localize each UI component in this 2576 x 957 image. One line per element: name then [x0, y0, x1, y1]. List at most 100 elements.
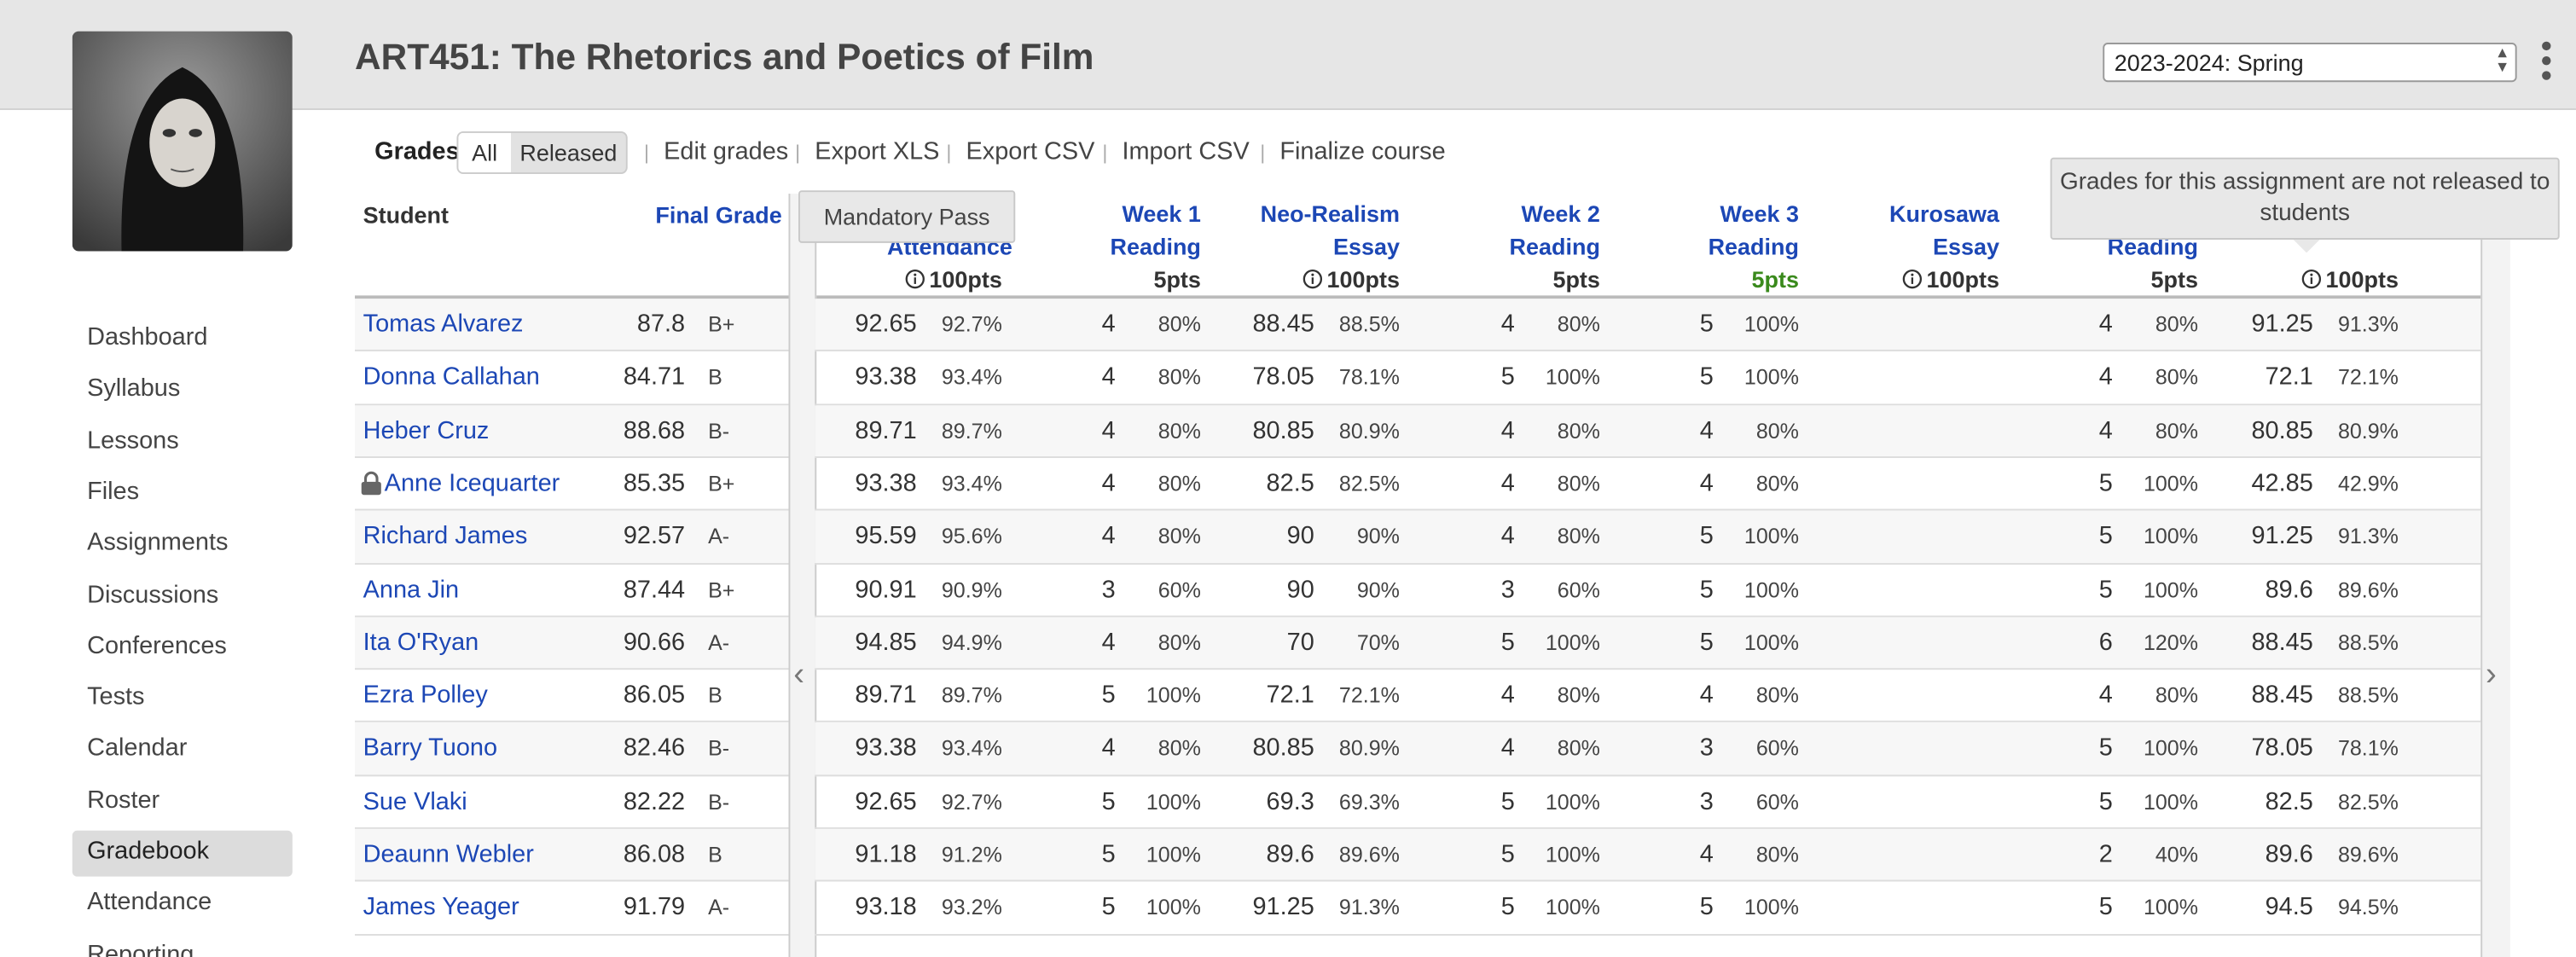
score[interactable]: 3 [1500, 575, 1515, 604]
toggle[interactable]: All Released [456, 130, 628, 174]
column-header[interactable]: Week 1 Reading 5pts [1020, 194, 1201, 295]
score[interactable]: 4 [1101, 469, 1116, 497]
score[interactable]: 5 [1500, 840, 1515, 869]
column-title[interactable]: Week 2 Reading [1509, 200, 1600, 260]
score[interactable]: 5 [1500, 628, 1515, 657]
score[interactable]: 92.65 [855, 310, 917, 339]
score[interactable]: 82.5 [2265, 787, 2313, 815]
score[interactable]: 93.18 [855, 893, 917, 922]
score[interactable]: 4 [1699, 469, 1714, 497]
score[interactable]: 3 [1699, 787, 1714, 815]
student-name[interactable]: James Yeager [363, 893, 519, 922]
scroll-right[interactable]: › [2486, 656, 2497, 693]
score[interactable]: 93.38 [855, 734, 917, 763]
nav-item[interactable]: Attendance [87, 888, 212, 917]
toggle-option[interactable]: Released [519, 139, 618, 166]
column-title[interactable]: Kurosawa Essay [1889, 200, 1999, 260]
toolbar-link[interactable]: Export CSV [966, 137, 1095, 166]
student-name[interactable]: Sue Vlaki [363, 787, 467, 815]
score[interactable]: 93.38 [855, 362, 917, 392]
column-header[interactable]: Neo-Realism Essay 100pts [1219, 194, 1400, 295]
student-name[interactable]: Heber Cruz [363, 416, 490, 444]
column-header[interactable]: 100pts [2218, 194, 2399, 295]
score[interactable]: 4 [1500, 469, 1515, 497]
score[interactable]: 3 [1101, 575, 1116, 604]
score[interactable]: 80.85 [1252, 416, 1314, 444]
score[interactable]: 82.5 [1266, 469, 1314, 497]
score[interactable]: 6 [2098, 628, 2113, 657]
score[interactable]: 70 [1286, 628, 1314, 657]
score[interactable]: 4 [1101, 522, 1116, 551]
score[interactable]: 5 [1101, 681, 1116, 710]
score[interactable]: 80.85 [1252, 734, 1314, 763]
score[interactable]: 5 [1101, 787, 1116, 815]
score[interactable]: 72.1 [2265, 362, 2313, 392]
nav-item[interactable]: Syllabus [87, 374, 181, 403]
score[interactable]: 5 [1500, 362, 1515, 392]
score[interactable]: 90 [1286, 575, 1314, 604]
toolbar-link[interactable]: Finalize course [1279, 137, 1446, 166]
score[interactable]: 5 [2098, 893, 2113, 922]
scroll-left[interactable]: ‹ [793, 656, 805, 693]
score[interactable]: 80.85 [2251, 416, 2313, 444]
student-name[interactable]: Ita O'Ryan [363, 628, 479, 657]
score[interactable]: 91.18 [855, 840, 917, 869]
score[interactable]: 4 [1500, 681, 1515, 710]
score[interactable]: 5 [2098, 469, 2113, 497]
term-select[interactable]: 2023-2024: Spring ▴ ▾ [2103, 43, 2517, 83]
student-name[interactable]: Anne Icequarter [384, 469, 560, 497]
score[interactable]: 4 [1101, 734, 1116, 763]
score[interactable]: 4 [2098, 310, 2113, 339]
student-name[interactable]: Donna Callahan [363, 362, 540, 392]
score[interactable]: 4 [2098, 681, 2113, 710]
score[interactable]: 89.6 [1266, 840, 1314, 869]
score[interactable]: 5 [2098, 575, 2113, 604]
score[interactable]: 91.25 [1252, 893, 1314, 922]
score[interactable]: 4 [1699, 416, 1714, 444]
score[interactable]: 90 [1286, 522, 1314, 551]
header-final[interactable]: Final Grade [655, 201, 782, 229]
column-title[interactable]: Neo-Realism Essay [1260, 200, 1400, 260]
score[interactable]: 42.85 [2251, 469, 2313, 497]
score[interactable]: 4 [2098, 416, 2113, 444]
nav-item[interactable]: Reporting [87, 939, 194, 957]
nav-item[interactable]: Dashboard [87, 323, 208, 351]
student-name[interactable]: Tomas Alvarez [363, 310, 524, 339]
column-header[interactable]: Week 2 Reading 5pts [1419, 194, 1600, 295]
nav-item[interactable]: Discussions [87, 580, 219, 609]
score[interactable]: 4 [1500, 734, 1515, 763]
score[interactable]: 4 [1101, 310, 1116, 339]
score[interactable]: 94.85 [855, 628, 917, 657]
nav-item[interactable]: Assignments [87, 529, 229, 557]
score[interactable]: 5 [1101, 893, 1116, 922]
column-header[interactable]: Week 3 Reading 5pts [1618, 194, 1799, 295]
score[interactable]: 90.91 [855, 575, 917, 604]
student-name[interactable]: Deaunn Webler [363, 840, 534, 869]
score[interactable]: 4 [1500, 416, 1515, 444]
score[interactable]: 88.45 [2251, 681, 2313, 710]
nav-item[interactable]: Calendar [87, 734, 188, 763]
nav-item[interactable]: Roster [87, 786, 160, 814]
score[interactable]: 4 [1101, 362, 1116, 392]
nav-item[interactable]: Conferences [87, 631, 227, 660]
score[interactable]: 88.45 [2251, 628, 2313, 657]
score[interactable]: 5 [1699, 893, 1714, 922]
student-name[interactable]: Anna Jin [363, 575, 460, 604]
score[interactable]: 88.45 [1252, 310, 1314, 339]
nav-item[interactable]: Gradebook [87, 837, 210, 866]
student-name[interactable]: Ezra Polley [363, 681, 488, 710]
score[interactable]: 78.05 [2251, 734, 2313, 763]
score[interactable]: 3 [1699, 734, 1714, 763]
score[interactable]: 89.6 [2265, 840, 2313, 869]
score[interactable]: 4 [1500, 310, 1515, 339]
score[interactable]: 95.59 [855, 522, 917, 551]
score[interactable]: 2 [2098, 840, 2113, 869]
score[interactable]: 5 [1699, 522, 1714, 551]
more-menu[interactable] [2538, 39, 2555, 82]
column-title[interactable]: Week 3 Reading [1708, 200, 1799, 260]
score[interactable]: 5 [2098, 734, 2113, 763]
score[interactable]: 89.6 [2265, 575, 2313, 604]
score[interactable]: 69.3 [1266, 787, 1314, 815]
score[interactable]: 93.38 [855, 469, 917, 497]
toolbar-link[interactable]: Edit grades [664, 137, 789, 166]
